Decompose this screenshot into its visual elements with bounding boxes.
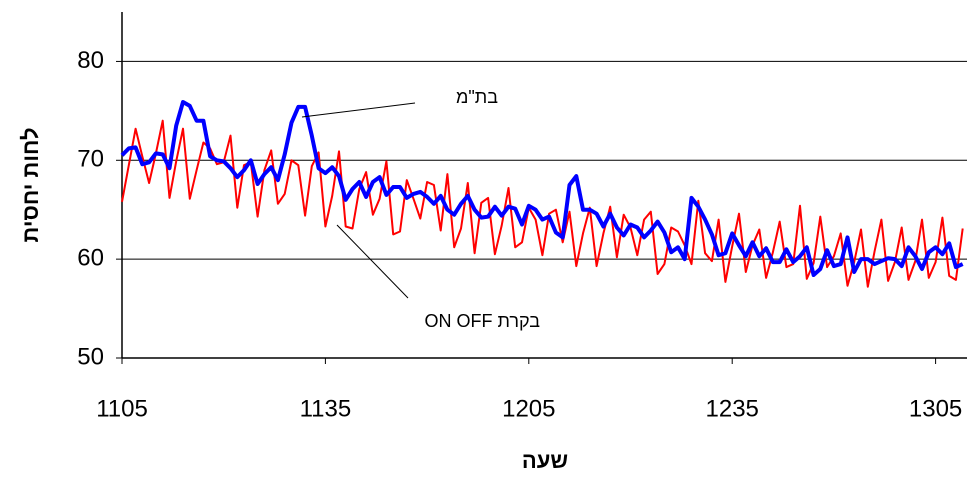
- x-tick-label: 1305: [909, 395, 962, 422]
- annotation: בת"מ: [456, 87, 498, 107]
- y-tick-label: 60: [77, 244, 104, 271]
- annotation-leader: [301, 102, 416, 118]
- annotation-leader: [336, 224, 409, 299]
- x-tick-label: 1105: [96, 395, 148, 422]
- y-tick-label: 70: [77, 146, 104, 173]
- y-axis-label: לחות יחסית: [18, 127, 43, 242]
- x-tick-label: 1205: [502, 395, 555, 422]
- x-tick-label: 1135: [300, 395, 352, 422]
- series-line: [120, 100, 964, 277]
- annotation: בקרת ON OFF: [424, 311, 540, 331]
- x-axis-label: שעה: [522, 448, 568, 473]
- y-tick-label: 50: [77, 343, 104, 370]
- x-tick-label: 1235: [706, 395, 759, 422]
- y-tick-label: 80: [77, 47, 104, 74]
- series-line: [121, 119, 964, 288]
